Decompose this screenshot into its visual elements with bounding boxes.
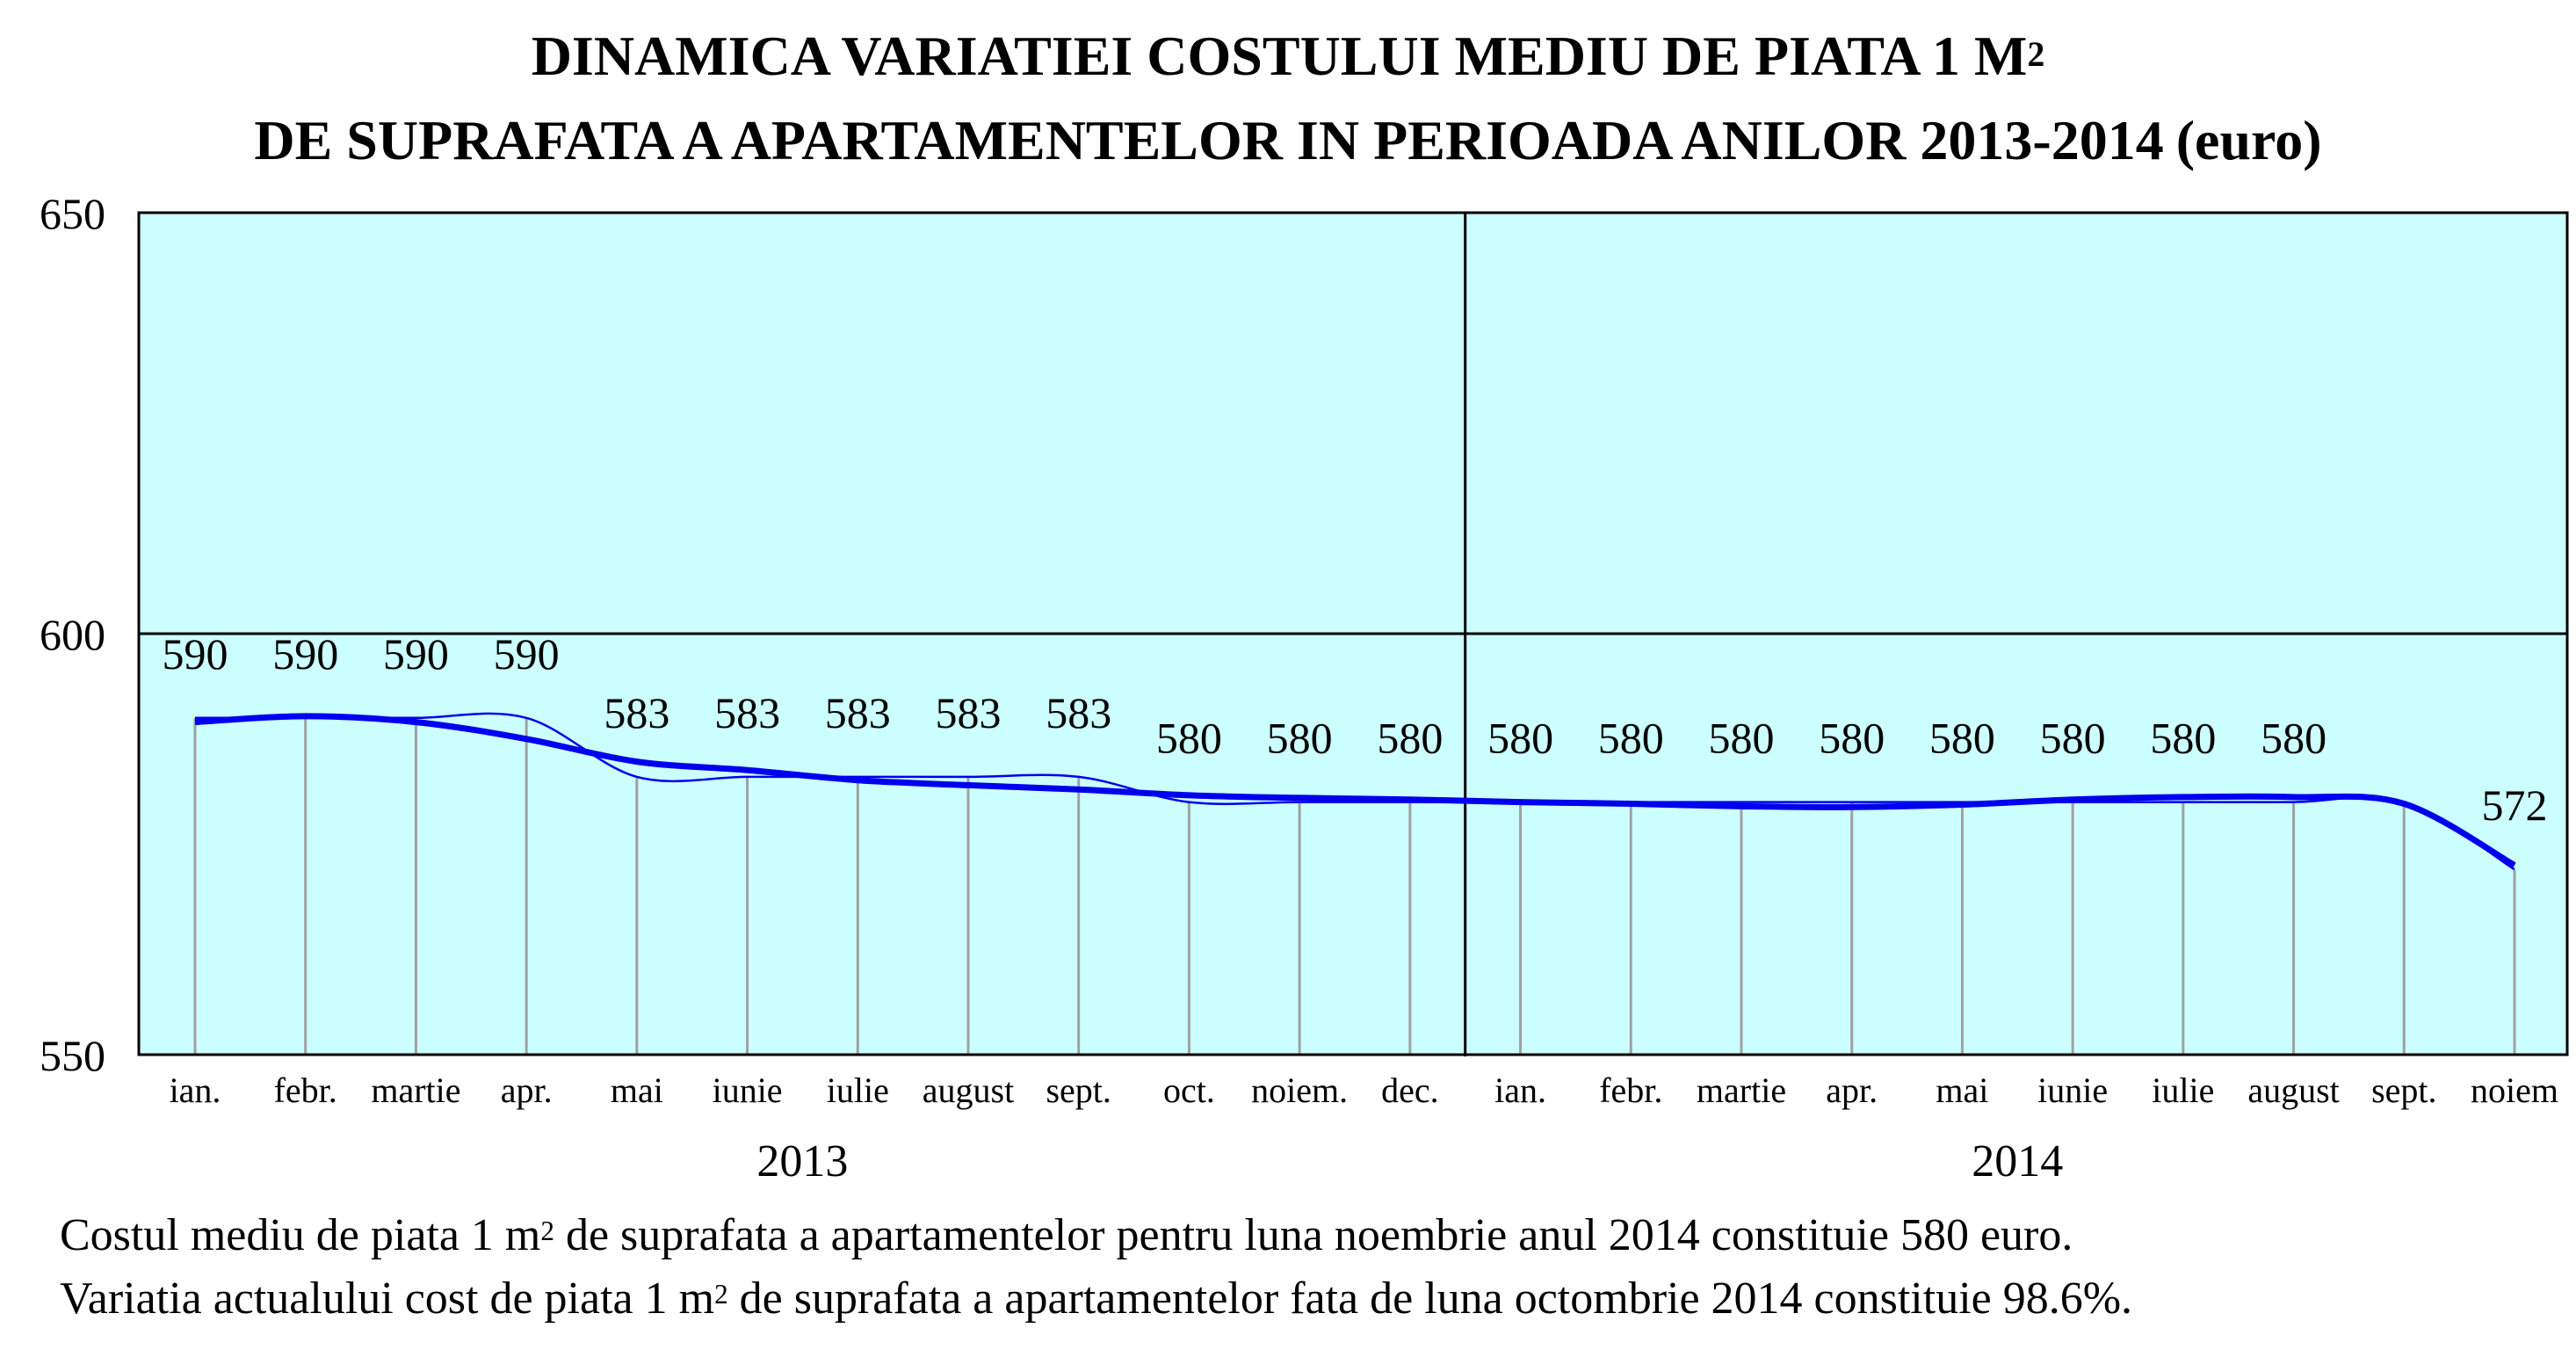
footnote-line2-start: Variatia actualului cost de piata 1 m [60, 1274, 715, 1324]
data-label: 583 [604, 688, 669, 737]
y-tick-label: 600 [40, 610, 105, 659]
year-group-label: 2014 [1972, 1136, 2063, 1186]
x-tick-label: ian. [170, 1070, 221, 1110]
data-label: 583 [825, 688, 891, 737]
chart-title-line1: DINAMICA VARIATIEI COSTULUI MEDIU DE PIA… [0, 28, 2576, 84]
series-line-trend [194, 713, 2516, 868]
x-tick-label: febr. [274, 1070, 337, 1110]
x-tick-label: noiem [2471, 1070, 2558, 1110]
data-label: 580 [2150, 714, 2216, 763]
y-tick-label: 650 [40, 189, 105, 238]
footnote-line2: Variatia actualului cost de piata 1 m2 d… [60, 1276, 2132, 1322]
data-label: 580 [2040, 714, 2106, 763]
chart-title-line2: DE SUPRAFATA A APARTAMENTELOR IN PERIOAD… [0, 112, 2576, 169]
x-tick-label: apr. [501, 1070, 553, 1110]
y-tick-label: 550 [40, 1031, 105, 1080]
plot-frame [137, 211, 2569, 1056]
x-tick-label: martie [371, 1070, 460, 1110]
chart-unit-label: (euro) [2175, 109, 2322, 171]
x-tick-label: mai [611, 1070, 663, 1110]
x-tick-label: iunie [2037, 1070, 2108, 1110]
x-tick-label: ian. [1494, 1070, 1546, 1110]
x-tick-label: sept. [2371, 1070, 2436, 1110]
chart-subtitle-text: DE SUPRAFATA A APARTAMENTELOR IN PERIOAD… [254, 109, 2164, 171]
x-tick-label: august [2247, 1070, 2339, 1110]
x-tick-label: febr. [1599, 1070, 1662, 1110]
x-tick-label: iunie [713, 1070, 783, 1110]
data-label: 580 [1156, 714, 1222, 763]
data-label: 580 [1929, 714, 1995, 763]
data-label: 580 [1377, 714, 1443, 763]
chart-title-superscript: 2 [2027, 35, 2045, 75]
data-label: 583 [1046, 688, 1111, 737]
series-line-monthly [195, 712, 2515, 871]
footnote-line2-end: de suprafata a apartamentelor fata de lu… [727, 1274, 2133, 1324]
x-tick-label: dec. [1381, 1070, 1439, 1110]
x-tick-label: august [923, 1070, 1014, 1110]
data-label: 590 [494, 629, 560, 678]
x-tick-label: iulie [2152, 1070, 2214, 1110]
footnote-line1-start: Costul mediu de piata 1 m [60, 1210, 541, 1260]
footnote-line1-end: de suprafata a apartamentelor pentru lun… [554, 1210, 2073, 1260]
data-label: 583 [936, 688, 1002, 737]
x-tick-label: iulie [827, 1070, 889, 1110]
footnote-line2-superscript: 2 [714, 1279, 728, 1310]
x-tick-label: oct. [1163, 1070, 1215, 1110]
data-label: 580 [1819, 714, 1885, 763]
data-label: 583 [714, 688, 780, 737]
data-label: 580 [1487, 714, 1553, 763]
data-label: 590 [272, 629, 338, 678]
year-group-label: 2013 [756, 1136, 848, 1186]
data-label: 580 [1709, 714, 1775, 763]
footnote-line1-superscript: 2 [540, 1215, 554, 1247]
data-label: 572 [2482, 780, 2548, 830]
data-label: 580 [1598, 714, 1664, 763]
x-tick-label: mai [1936, 1070, 1988, 1110]
x-tick-label: noiem. [1251, 1070, 1348, 1110]
data-label: 580 [1267, 714, 1333, 763]
x-tick-label: sept. [1046, 1070, 1111, 1110]
data-label: 580 [2261, 714, 2326, 763]
chart-title-text: DINAMICA VARIATIEI COSTULUI MEDIU DE PIA… [531, 25, 2028, 87]
data-label: 590 [383, 629, 449, 678]
data-label: 590 [163, 629, 228, 678]
x-tick-label: apr. [1826, 1070, 1878, 1110]
x-tick-label: martie [1697, 1070, 1786, 1110]
footnote-line1: Costul mediu de piata 1 m2 de suprafata … [60, 1213, 2073, 1259]
